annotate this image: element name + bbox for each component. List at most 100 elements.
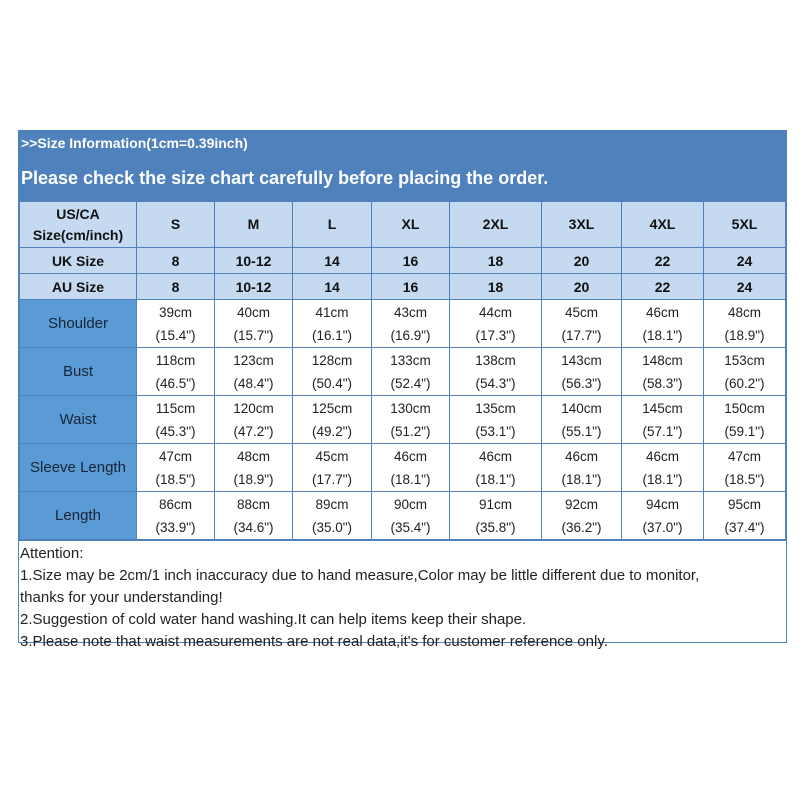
cm-value: 46cm <box>564 448 598 464</box>
inch-value: (46.5") <box>155 375 196 391</box>
measurement-cell: 43cm (16.9") <box>371 299 450 348</box>
inch-value: (18.9") <box>724 327 765 343</box>
measurement-cell: 145cm (57.1") <box>621 395 704 444</box>
inch-value: (57.1") <box>642 423 683 439</box>
inch-value: (52.4") <box>390 375 431 391</box>
measurement-row: Shoulder 39cm (15.4") 40cm (15.7") 41cm (16.1"… <box>19 299 786 348</box>
cm-value: 120cm <box>233 400 274 416</box>
size-cell: 14 <box>292 247 372 274</box>
cm-value: 88cm <box>236 496 270 512</box>
size-cell: XL <box>371 201 450 248</box>
inch-value: (34.6") <box>233 519 274 535</box>
measurement-cell: 143cm (56.3") <box>541 347 622 396</box>
cm-value: 39cm <box>158 304 192 320</box>
measurement-cell: 46cm (18.1") <box>621 299 704 348</box>
cm-value: 150cm <box>724 400 765 416</box>
inch-value: (15.7") <box>233 327 274 343</box>
measurement-cell: 48cm (18.9") <box>214 443 293 492</box>
measurement-label: Length <box>19 491 137 540</box>
measurement-cell: 94cm (37.0") <box>621 491 704 540</box>
measurement-cell: 46cm (18.1") <box>449 443 542 492</box>
measurement-label: Shoulder <box>19 299 137 348</box>
size-cell: L <box>292 201 372 248</box>
measurement-cell: 148cm (58.3") <box>621 347 704 396</box>
size-info-title: >>Size Information(1cm=0.39inch) <box>19 131 786 156</box>
cm-value: 92cm <box>564 496 598 512</box>
inch-value: (49.2") <box>311 423 353 439</box>
measurement-row: Length 86cm (33.9") 88cm (34.6") 89cm (35.0") 9… <box>19 491 786 540</box>
cm-value: 145cm <box>642 400 683 416</box>
size-cell: 22 <box>621 247 704 274</box>
inch-value: (58.3") <box>642 375 683 391</box>
cm-value: 46cm <box>645 448 679 464</box>
inch-value: (35.0") <box>311 519 353 535</box>
measurement-cell: 46cm (18.1") <box>371 443 450 492</box>
cm-value: 140cm <box>561 400 602 416</box>
measurement-cell: 135cm (53.1") <box>449 395 542 444</box>
measurement-cell: 47cm (18.5") <box>136 443 215 492</box>
inch-value: (37.0") <box>642 519 683 535</box>
measurement-label: Waist <box>19 395 137 444</box>
measurement-cell: 125cm (49.2") <box>292 395 372 444</box>
row-label: UK Size <box>19 247 137 274</box>
inch-value: (56.3") <box>561 375 602 391</box>
cm-value: 153cm <box>724 352 765 368</box>
cm-value: 115cm <box>155 400 196 416</box>
size-cell: 3XL <box>541 201 622 248</box>
cm-value: 133cm <box>390 352 431 368</box>
inch-value: (17.7") <box>311 471 353 487</box>
size-cell: 8 <box>136 273 215 300</box>
inch-value: (17.3") <box>475 327 516 343</box>
inch-value: (16.1") <box>311 327 353 343</box>
cm-value: 41cm <box>315 304 349 320</box>
cm-value: 43cm <box>393 304 427 320</box>
measurement-cell: 46cm (18.1") <box>541 443 622 492</box>
inch-value: (60.2") <box>724 375 765 391</box>
size-cell: 20 <box>541 273 622 300</box>
measurement-cell: 128cm (50.4") <box>292 347 372 396</box>
cm-value: 46cm <box>645 304 679 320</box>
cm-value: 123cm <box>233 352 274 368</box>
row-label-line: UK Size <box>51 252 105 269</box>
measurement-label: Bust <box>19 347 137 396</box>
measurement-cell: 88cm (34.6") <box>214 491 293 540</box>
inch-value: (18.1") <box>390 471 431 487</box>
inch-value: (18.5") <box>724 471 765 487</box>
measurement-cell: 123cm (48.4") <box>214 347 293 396</box>
inch-value: (36.2") <box>561 519 602 535</box>
inch-value: (37.4") <box>724 519 765 535</box>
measurement-label: Sleeve Length <box>19 443 137 492</box>
inch-value: (50.4") <box>311 375 353 391</box>
inch-value: (15.4") <box>155 327 196 343</box>
attention-heading: Attention: <box>20 545 84 562</box>
cm-value: 89cm <box>315 496 349 512</box>
inch-value: (17.7") <box>561 327 602 343</box>
cm-value: 40cm <box>236 304 270 320</box>
measurement-cell: 95cm (37.4") <box>703 491 786 540</box>
cm-value: 138cm <box>475 352 516 368</box>
inch-value: (18.9") <box>233 471 274 487</box>
inch-value: (54.3") <box>475 375 516 391</box>
cm-value: 48cm <box>236 448 270 464</box>
cm-value: 47cm <box>158 448 192 464</box>
measurement-cell: 46cm (18.1") <box>621 443 704 492</box>
size-cell: 16 <box>371 247 450 274</box>
size-cell: 10-12 <box>214 273 293 300</box>
size-cell: 4XL <box>621 201 704 248</box>
size-chart: >>Size Information(1cm=0.39inch) Please … <box>18 130 787 650</box>
inch-value: (18.1") <box>561 471 602 487</box>
measurement-cell: 150cm (59.1") <box>703 395 786 444</box>
size-cell: 2XL <box>449 201 542 248</box>
size-cell: 8 <box>136 247 215 274</box>
measurement-cell: 89cm (35.0") <box>292 491 372 540</box>
measurement-cell: 130cm (51.2") <box>371 395 450 444</box>
size-cell: 22 <box>621 273 704 300</box>
size-cell: 18 <box>449 247 542 274</box>
measurement-cell: 138cm (54.3") <box>449 347 542 396</box>
measurement-cell: 44cm (17.3") <box>449 299 542 348</box>
size-cell: S <box>136 201 215 248</box>
size-table: US/CA Size(cm/inch) S M L XL 2XL 3XL 4XL 5XL UK Si… <box>19 201 786 540</box>
inch-value: (33.9") <box>155 519 196 535</box>
attention-line: thanks for your understanding! <box>20 589 223 606</box>
size-cell: 14 <box>292 273 372 300</box>
